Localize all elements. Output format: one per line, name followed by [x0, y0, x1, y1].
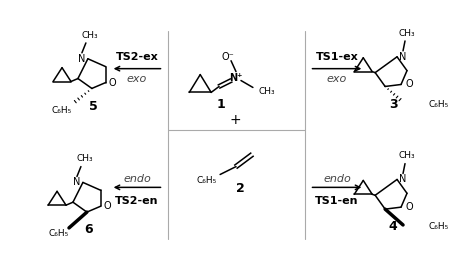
Text: TS2-en: TS2-en — [115, 196, 159, 206]
Text: 5: 5 — [90, 100, 98, 113]
Text: N: N — [399, 174, 407, 184]
Text: endo: endo — [123, 174, 151, 184]
Text: TS1-en: TS1-en — [315, 196, 359, 206]
Text: exo: exo — [327, 74, 347, 84]
Text: CH₃: CH₃ — [77, 154, 93, 163]
Text: O⁻: O⁻ — [222, 52, 235, 62]
Text: N⁺: N⁺ — [229, 72, 243, 83]
Text: 4: 4 — [389, 220, 398, 233]
Text: CH₃: CH₃ — [399, 151, 415, 160]
Text: O: O — [405, 79, 413, 90]
Text: C₆H₅: C₆H₅ — [49, 229, 69, 238]
Text: 3: 3 — [389, 98, 397, 111]
Text: 2: 2 — [236, 182, 245, 195]
Text: CH₃: CH₃ — [399, 29, 415, 38]
Text: O: O — [104, 201, 111, 211]
Text: N: N — [399, 52, 407, 62]
Text: +: + — [229, 113, 241, 127]
Text: C₆H₅: C₆H₅ — [429, 100, 449, 109]
Text: O: O — [405, 202, 413, 212]
Text: O: O — [109, 77, 117, 87]
Text: TS1-ex: TS1-ex — [316, 52, 358, 62]
Text: endo: endo — [323, 174, 351, 184]
Text: C₆H₅: C₆H₅ — [429, 222, 449, 231]
Text: C₆H₅: C₆H₅ — [52, 106, 72, 115]
Text: 1: 1 — [217, 98, 226, 111]
Text: exo: exo — [127, 74, 147, 84]
Text: C₆H₅: C₆H₅ — [196, 176, 216, 185]
Text: CH₃: CH₃ — [82, 30, 98, 39]
Text: N: N — [78, 54, 86, 64]
Text: CH₃: CH₃ — [259, 87, 275, 96]
Text: TS2-ex: TS2-ex — [116, 52, 158, 62]
Text: N: N — [73, 178, 81, 187]
Text: 6: 6 — [84, 223, 93, 236]
